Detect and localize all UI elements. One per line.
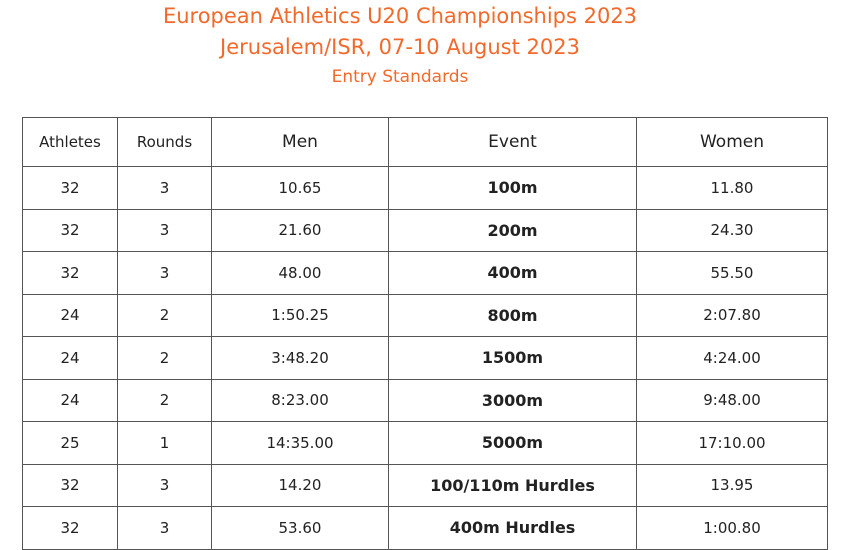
table-cell: 3 xyxy=(117,463,212,507)
table-cell: 25 xyxy=(22,421,118,465)
table-row: 32 3 14.20 100/110m Hurdles 13.95 xyxy=(22,463,828,507)
table-cell: 24 xyxy=(22,293,118,337)
table-cell: 53.60 xyxy=(211,506,389,550)
table-cell: 10.65 xyxy=(211,166,389,210)
table-cell: 400m xyxy=(388,251,637,295)
table-cell: 1 xyxy=(117,421,212,465)
column-header: Athletes xyxy=(22,117,118,167)
header-row: Athletes Rounds Men Event Women xyxy=(22,117,828,167)
table-cell: 24 xyxy=(22,378,118,422)
column-header: Rounds xyxy=(117,117,212,167)
table-cell: 2:07.80 xyxy=(636,293,828,337)
table-cell: 3 xyxy=(117,166,212,210)
table-cell: 3 xyxy=(117,208,212,252)
table-cell: 1500m xyxy=(388,336,637,380)
table-cell: 3 xyxy=(117,251,212,295)
table-cell: 32 xyxy=(22,208,118,252)
table-cell: 2 xyxy=(117,336,212,380)
table-cell: 48.00 xyxy=(211,251,389,295)
table-cell: 32 xyxy=(22,463,118,507)
table-row: 24 2 3:48.20 1500m 4:24.00 xyxy=(22,336,828,380)
table-cell: 200m xyxy=(388,208,637,252)
table-cell: 2 xyxy=(117,378,212,422)
title: European Athletics U20 Championships 202… xyxy=(162,4,638,28)
table-cell: 100/110m Hurdles xyxy=(388,463,637,507)
table-row: 32 3 48.00 400m 55.50 xyxy=(22,251,828,295)
column-header: Event xyxy=(388,117,637,167)
table-row: 24 2 1:50.25 800m 2:07.80 xyxy=(22,293,828,337)
table-cell: 1:00.80 xyxy=(636,506,828,550)
table-cell: 1:50.25 xyxy=(211,293,389,337)
table-cell: 32 xyxy=(22,251,118,295)
caption: Entry Standards xyxy=(331,67,469,87)
table-cell: 100m xyxy=(388,166,637,210)
table-cell: 3000m xyxy=(388,378,637,422)
column-header: Women xyxy=(636,117,828,167)
table-cell: 400m Hurdles xyxy=(388,506,637,550)
table-row: 24 2 8:23.00 3000m 9:48.00 xyxy=(22,378,828,422)
table-cell: 11.80 xyxy=(636,166,828,210)
table-cell: 21.60 xyxy=(211,208,389,252)
column-header: Men xyxy=(211,117,389,167)
table-row: 32 3 10.65 100m 11.80 xyxy=(22,166,828,210)
table-cell: 3:48.20 xyxy=(211,336,389,380)
table-cell: 55.50 xyxy=(636,251,828,295)
table-cell: 13.95 xyxy=(636,463,828,507)
table-cell: 14:35.00 xyxy=(211,421,389,465)
table-cell: 2 xyxy=(117,293,212,337)
table-cell: 9:48.00 xyxy=(636,378,828,422)
table-row: 32 3 53.60 400m Hurdles 1:00.80 xyxy=(22,506,828,550)
table-cell: 4:24.00 xyxy=(636,336,828,380)
table-cell: 8:23.00 xyxy=(211,378,389,422)
table-cell: 17:10.00 xyxy=(636,421,828,465)
table-cell: 800m xyxy=(388,293,637,337)
standards-table: Athletes Rounds Men Event Women 32 3 10.65 100m… xyxy=(22,117,828,550)
table-row: 25 1 14:35.00 5000m 17:10.00 xyxy=(22,421,828,465)
table-cell: 32 xyxy=(22,166,118,210)
table-cell: 32 xyxy=(22,506,118,550)
table-cell: 24.30 xyxy=(636,208,828,252)
table-cell: 24 xyxy=(22,336,118,380)
table-row: 32 3 21.60 200m 24.30 xyxy=(22,208,828,252)
table-cell: 3 xyxy=(117,506,212,550)
subtitle: Jerusalem/ISR, 07-10 August 2023 xyxy=(220,35,580,59)
table-cell: 5000m xyxy=(388,421,637,465)
table-cell: 14.20 xyxy=(211,463,389,507)
